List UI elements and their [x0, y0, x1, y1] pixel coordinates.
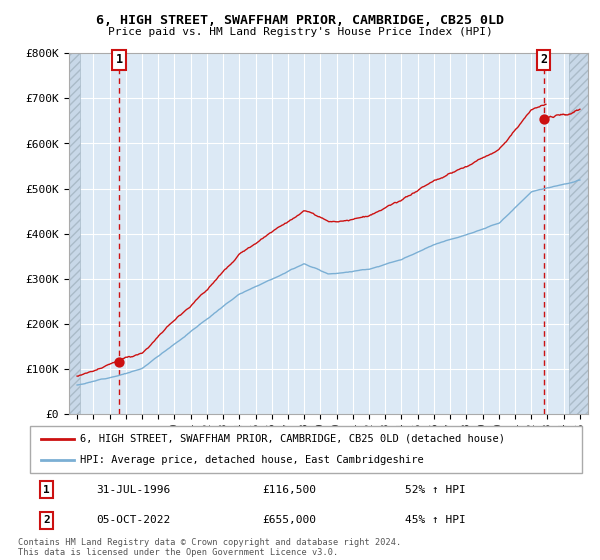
Bar [69, 53, 80, 414]
Text: HPI: Average price, detached house, East Cambridgeshire: HPI: Average price, detached house, East… [80, 455, 424, 465]
Text: 05-OCT-2022: 05-OCT-2022 [96, 515, 170, 525]
Text: £116,500: £116,500 [262, 484, 316, 494]
Text: 1: 1 [43, 484, 50, 494]
Point [539, 114, 548, 123]
Text: 2: 2 [43, 515, 50, 525]
Text: Price paid vs. HM Land Registry's House Price Index (HPI): Price paid vs. HM Land Registry's House … [107, 27, 493, 37]
Text: 6, HIGH STREET, SWAFFHAM PRIOR, CAMBRIDGE, CB25 0LD (detached house): 6, HIGH STREET, SWAFFHAM PRIOR, CAMBRIDG… [80, 434, 505, 444]
Text: 45% ↑ HPI: 45% ↑ HPI [406, 515, 466, 525]
Text: £655,000: £655,000 [262, 515, 316, 525]
Text: 1: 1 [115, 53, 122, 66]
Text: 2: 2 [540, 53, 547, 66]
Text: 52% ↑ HPI: 52% ↑ HPI [406, 484, 466, 494]
Text: 31-JUL-1996: 31-JUL-1996 [96, 484, 170, 494]
Point [114, 357, 124, 366]
Text: 6, HIGH STREET, SWAFFHAM PRIOR, CAMBRIDGE, CB25 0LD: 6, HIGH STREET, SWAFFHAM PRIOR, CAMBRIDG… [96, 14, 504, 27]
Bar [569, 53, 588, 414]
FancyBboxPatch shape [30, 426, 582, 473]
Text: Contains HM Land Registry data © Crown copyright and database right 2024.
This d: Contains HM Land Registry data © Crown c… [18, 538, 401, 557]
